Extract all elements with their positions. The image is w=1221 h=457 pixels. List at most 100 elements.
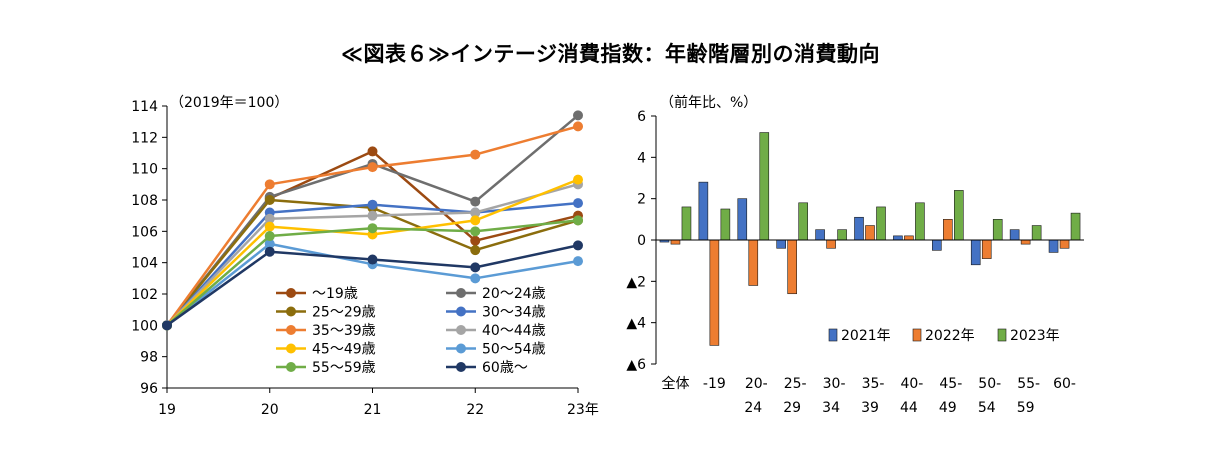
line-point	[367, 162, 378, 173]
bar-chart-x-tick-label: 29	[783, 400, 801, 416]
line-legend-marker	[286, 325, 296, 335]
line-chart-y-tick-label: 106	[131, 224, 158, 240]
line-point	[573, 110, 583, 121]
line-point	[367, 254, 378, 265]
line-point	[162, 320, 172, 331]
bar-2022年-50-54	[981, 239, 992, 259]
line-point	[264, 221, 275, 232]
bar-2023年-45-49	[954, 190, 964, 241]
line-point	[470, 196, 481, 207]
bar-2022年-20-24	[748, 239, 759, 286]
line-point	[264, 238, 275, 249]
line-legend-marker	[456, 306, 466, 317]
line-chart-x-tick-label: 20	[261, 402, 279, 418]
bar-legend-swatch	[997, 328, 1007, 342]
bar-2023年-60-	[1070, 212, 1081, 241]
page-title: ≪図表６≫インテージ消費指数：年齢階層別の消費動向	[340, 42, 881, 66]
line-point	[573, 121, 583, 132]
bar-chart: （前年比、%） 6 4 2 0 ▲2 ▲4 ▲6 全体 -19 20- 24 25- 29 30- 34 35…	[626, 94, 1084, 416]
bar-2022年-40-44	[904, 235, 914, 241]
bar-chart-y-tick-label: 4	[637, 150, 646, 166]
bar-chart-x-tick-label: 49	[939, 400, 957, 416]
line-legend-label: 35～39歳	[312, 323, 376, 339]
bar-2021年-55-59	[1009, 229, 1020, 241]
line-point	[470, 207, 481, 218]
line-legend-marker	[286, 362, 296, 372]
bar-2022年-45-49	[943, 219, 953, 241]
line-legend-marker	[286, 343, 296, 354]
line-legend-label: 25～29歳	[312, 305, 376, 321]
bar-legend-label: 2023年	[1010, 328, 1060, 344]
line-point	[264, 179, 275, 190]
line-point	[470, 235, 481, 246]
line-chart-y-tick-label: 98	[140, 350, 158, 366]
line-legend-marker	[286, 306, 296, 317]
bar-chart-x-tick-label: 24	[744, 400, 762, 416]
bar-2021年-35-39	[854, 216, 864, 241]
bar-2023年-全体	[681, 206, 692, 241]
line-legend-marker	[456, 325, 466, 335]
bar-chart-y-tick-label: ▲2	[626, 274, 646, 290]
bar-chart-x-tick-label: 39	[861, 400, 879, 416]
line-chart-y-tick-label: 104	[131, 256, 158, 272]
line-chart-x-tick-label: 21	[364, 402, 382, 418]
bar-chart-y-tick-label: ▲4	[626, 316, 646, 332]
bar-2022年-30-34	[826, 239, 836, 249]
line-legend-label: 20～24歳	[482, 286, 546, 302]
line-point	[264, 195, 275, 205]
line-point	[573, 215, 583, 226]
bar-legend-label: 2021年	[841, 328, 891, 344]
line-legend-label: 40～44歳	[482, 323, 546, 339]
bar-2021年-30-34	[815, 229, 825, 241]
bar-chart-x-tick-label: 25-	[784, 376, 807, 392]
bar-2023年-25-29	[798, 202, 808, 241]
bar-chart-x-tick-label: 34	[822, 400, 840, 416]
line-chart-y-tick-label: 100	[131, 318, 158, 334]
bar-2023年-20-24	[759, 132, 770, 241]
line-point	[470, 245, 481, 256]
line-chart-y-tick-label: 112	[131, 130, 158, 146]
line-point	[470, 215, 481, 226]
bar-chart-x-tick-label: 44	[900, 400, 918, 416]
bar-2022年-35-39	[865, 225, 875, 241]
bar-2021年-60-	[1048, 239, 1059, 253]
bar-2022年-25-29	[787, 239, 797, 295]
line-chart-y-tick-label: 102	[131, 287, 158, 303]
line-point	[470, 273, 481, 284]
bar-chart-x-tick-label: 20-	[745, 376, 768, 392]
line-chart-y-tick-label: 108	[131, 193, 158, 209]
bar-legend-swatch	[912, 328, 922, 342]
bar-chart-x-tick-label: 60-	[1053, 376, 1076, 392]
line-legend-label: 55～59歳	[312, 360, 376, 376]
bar-chart-y-tick-label: 0	[637, 233, 646, 249]
line-legend-label: 50～54歳	[482, 342, 546, 358]
line-point	[470, 262, 481, 273]
bar-chart-x-tick-label: 45-	[939, 376, 962, 392]
line-chart-x-tick-label: 23年	[567, 402, 599, 418]
bar-2022年--19	[709, 239, 720, 346]
line-chart: （2019年＝100） 96 98 100 102 104 106 108 110 112 114…	[131, 95, 599, 418]
bar-2022年-全体	[670, 239, 681, 245]
bar-2021年-25-29	[776, 239, 786, 249]
line-chart-y-tick-label: 110	[131, 162, 158, 178]
bar-chart-x-tick-label: 35-	[862, 376, 885, 392]
line-point	[367, 146, 378, 157]
line-legend-label: 60歳～	[482, 360, 528, 376]
line-point	[367, 223, 378, 234]
bar-2023年-30-34	[837, 229, 847, 241]
bar-chart-x-tick-label: -19	[703, 376, 726, 392]
line-legend-marker	[456, 288, 466, 298]
bar-chart-x-tick-label: 30-	[823, 376, 846, 392]
line-legend-label: ～19歳	[312, 286, 358, 302]
line-chart-x-tick-label: 22	[466, 402, 484, 418]
bar-2022年-60-	[1059, 239, 1070, 249]
bar-2023年-55-59	[1031, 225, 1042, 241]
line-legend-marker	[456, 343, 466, 354]
bar-2021年-45-49	[932, 239, 942, 251]
line-chart-unit-label: （2019年＝100）	[170, 95, 288, 111]
bar-2021年--19	[698, 181, 709, 241]
bar-2021年-50-54	[970, 239, 981, 266]
bar-2021年-40-44	[893, 235, 903, 241]
line-point	[264, 213, 275, 224]
line-point	[367, 199, 378, 210]
